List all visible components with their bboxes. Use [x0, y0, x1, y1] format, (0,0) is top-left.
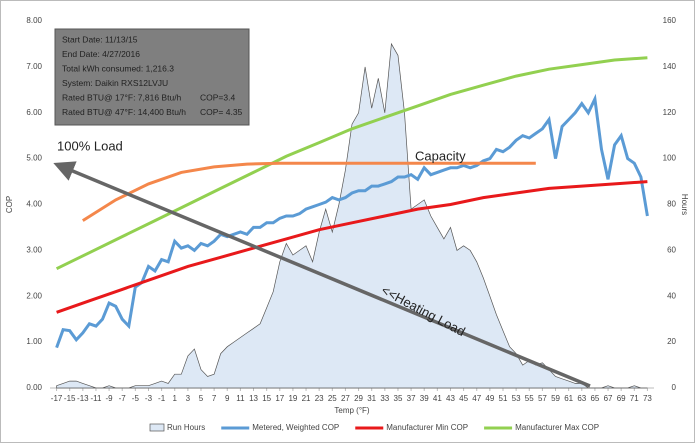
y2-tick-label: 40 [667, 291, 676, 300]
info-box-bg [54, 28, 250, 126]
x-axis-title: Temp (°F) [334, 406, 370, 415]
legend-label: Run Hours [167, 423, 205, 432]
info-text: End Date: 4/27/2016 [62, 49, 140, 59]
y-tick-label: 7.00 [26, 62, 42, 71]
y2-tick-label: 120 [663, 108, 677, 117]
y2-tick-label: 160 [663, 16, 677, 25]
info-text: Total kWh consumed: 1,216.3 [62, 63, 174, 73]
y-tick-label: 1.00 [26, 337, 42, 346]
x-tick-label: 53 [512, 394, 521, 403]
x-tick-label: 39 [420, 394, 429, 403]
y2-tick-label: 20 [667, 337, 676, 346]
x-tick-label: -11 [90, 394, 102, 403]
x-tick-label: 55 [525, 394, 534, 403]
x-tick-label: 19 [288, 394, 297, 403]
y-tick-label: 3.00 [26, 245, 42, 254]
info-text: Rated BTU@ 47°F: 14,400 Btu/h [62, 107, 186, 117]
legend-label: Manufacturer Max COP [515, 423, 599, 432]
y2-tick-label: 60 [667, 245, 676, 254]
info-box: Start Date: 11/13/15 End Date: 4/27/2016 T… [54, 28, 250, 126]
line [55, 56, 648, 271]
x-tick-label: 41 [433, 394, 442, 403]
area [56, 42, 648, 389]
x-tick-label: 33 [380, 394, 389, 403]
x-tick-label: 47 [472, 394, 481, 403]
legend-swatch [149, 423, 165, 432]
x-tick-label: 73 [643, 394, 652, 403]
x-tick-label: 7 [212, 394, 217, 403]
x-tick-label: 51 [499, 394, 508, 403]
x-tick-label: 31 [367, 394, 376, 403]
line [55, 93, 649, 349]
x-tick-label: 59 [551, 394, 560, 403]
x-tick-label: 57 [538, 394, 547, 403]
info-text: Rated BTU@ 17°F: 7,816 Btu/h [62, 92, 182, 102]
x-tick-label: 1 [173, 394, 178, 403]
x-tick-label: 17 [275, 394, 284, 403]
x-tick-label: 43 [446, 394, 455, 403]
legend-label: Manufacturer Min COP [386, 423, 468, 432]
x-tick-label: 21 [302, 394, 311, 403]
x-tick-label: 27 [341, 394, 350, 403]
x-tick-label: 23 [315, 394, 324, 403]
y-tick-label: 8.00 [26, 16, 42, 25]
y2-tick-label: 0 [672, 383, 677, 392]
y2-axis-title: Hours [680, 194, 689, 215]
x-tick-label: -5 [132, 394, 140, 403]
x-tick-label: -3 [145, 394, 153, 403]
x-tick-label: 63 [577, 394, 586, 403]
x-tick-label: 25 [328, 394, 337, 403]
y-tick-label: 4.00 [26, 200, 42, 209]
x-tick-label: 71 [630, 394, 639, 403]
x-tick-label: 15 [262, 394, 271, 403]
capacity-line [82, 161, 536, 222]
x-tick-label: 5 [199, 394, 204, 403]
annotation: 100% Load [57, 138, 123, 153]
x-tick-label: 13 [249, 394, 258, 403]
line [56, 180, 648, 314]
info-text: COP= 4.35 [200, 107, 243, 117]
x-tick-label: -17 [51, 394, 63, 403]
y2-tick-label: 140 [663, 62, 677, 71]
x-tick-label: 45 [459, 394, 468, 403]
y2-tick-label: 100 [663, 154, 677, 163]
y-tick-label: 0.00 [26, 383, 42, 392]
x-tick-label: 61 [564, 394, 573, 403]
x-tick-label: 29 [354, 394, 363, 403]
x-tick-label: 69 [617, 394, 626, 403]
y-tick-label: 6.00 [26, 108, 42, 117]
info-text: System: Daikin RXS12LVJU [62, 78, 168, 88]
x-tick-label: 67 [604, 394, 613, 403]
legend-label: Metered, Weighted COP [252, 423, 339, 432]
x-tick-label: 49 [485, 394, 494, 403]
x-tick-label: 37 [407, 394, 416, 403]
x-tick-label: -1 [158, 394, 166, 403]
y-axis-title: COP [5, 196, 14, 213]
x-tick-label: 65 [590, 394, 599, 403]
capacity-label: Capacity [415, 148, 466, 163]
x-tick-label: -7 [119, 394, 127, 403]
load-arrow [53, 161, 591, 388]
x-tick-label: 3 [186, 394, 191, 403]
info-text: COP=3.4 [200, 92, 235, 102]
x-tick-label: 11 [236, 394, 245, 403]
x-tick-label: -13 [77, 394, 89, 403]
x-tick-label: 35 [394, 394, 403, 403]
info-text: Start Date: 11/13/15 [62, 34, 138, 44]
x-tick-label: 9 [225, 394, 230, 403]
y-tick-label: 5.00 [26, 154, 42, 163]
x-tick-label: -9 [106, 394, 114, 403]
y-tick-label: 2.00 [26, 291, 42, 300]
x-tick-label: -15 [64, 394, 76, 403]
y2-tick-label: 80 [667, 200, 676, 209]
